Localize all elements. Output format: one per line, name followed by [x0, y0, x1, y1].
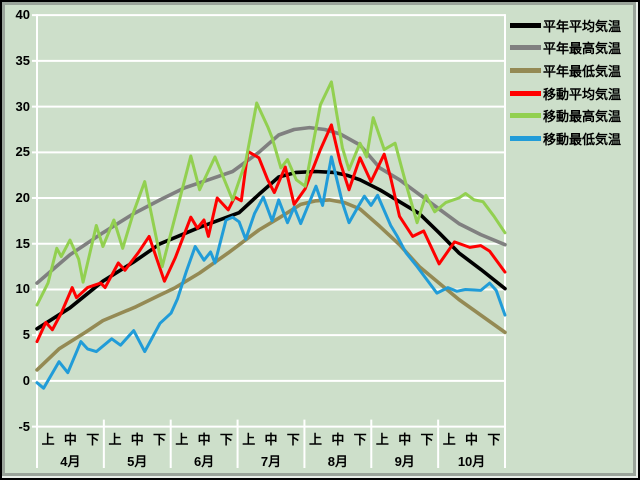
x-axis-period-label: 下 — [487, 432, 501, 447]
x-axis-period-label: 中 — [63, 432, 77, 447]
x-axis-period-label: 上 — [108, 432, 122, 447]
x-axis-month-label: 10月 — [457, 454, 486, 469]
x-axis-month-label: 4月 — [60, 454, 81, 469]
x-axis-period-label: 上 — [375, 432, 389, 447]
x-axis-month-label: 8月 — [327, 454, 348, 469]
legend-label: 移動最低気温 — [543, 131, 622, 147]
legend-item: 平年最低気温 — [510, 59, 636, 82]
legend-label: 平年最高気温 — [543, 41, 622, 57]
x-axis-period-label: 上 — [442, 432, 456, 447]
x-axis-month-label: 9月 — [394, 454, 415, 469]
x-axis-period-label: 下 — [86, 432, 100, 447]
chart-background — [5, 5, 633, 473]
x-axis-period-label: 下 — [153, 432, 167, 447]
x-axis-period-label: 中 — [331, 432, 345, 447]
legend-label: 平年最低気温 — [543, 63, 622, 79]
legend: 平年平均気温 平年最高気温 平年最低気温 移動平均気温 移動最高気温 移動最低気温 — [510, 14, 636, 150]
x-axis-period-label: 下 — [219, 432, 233, 447]
legend-line-swatch — [510, 90, 541, 96]
x-axis-period-label: 中 — [398, 432, 412, 447]
x-axis-period-label: 中 — [197, 432, 211, 447]
legend-line-swatch — [510, 67, 541, 73]
y-axis-tick-label: 40 — [15, 7, 30, 23]
legend-line-swatch — [510, 45, 541, 51]
legend-line-swatch — [510, 22, 541, 28]
legend-line-swatch — [510, 135, 541, 141]
axis-lines — [36, 14, 506, 468]
legend-item: 移動最高気温 — [510, 104, 636, 127]
x-axis-period-label: 上 — [41, 432, 55, 447]
y-axis-tick-label: 30 — [15, 98, 30, 114]
y-axis-tick-label: 35 — [15, 52, 30, 68]
legend-item: 平年平均気温 — [510, 14, 636, 37]
series-line-5 — [35, 80, 507, 307]
y-axis-tick-label: 10 — [15, 281, 30, 297]
y-axis-tick-label: -5 — [18, 418, 30, 434]
series-line-3 — [35, 198, 507, 372]
x-axis-month-label: 6月 — [194, 454, 215, 469]
legend-line-swatch — [510, 113, 541, 119]
x-axis-month-label: 5月 — [127, 454, 148, 469]
y-axis-tick-label: 5 — [22, 327, 30, 343]
y-axis-tick-label: 20 — [15, 190, 30, 206]
x-axis-period-label: 中 — [264, 432, 278, 447]
y-axis-tick-label: 25 — [15, 144, 30, 160]
series-lines — [35, 80, 507, 390]
x-axis-period-label: 下 — [286, 432, 300, 447]
legend-item: 移動平均気温 — [510, 82, 636, 105]
x-axis-period-label: 下 — [353, 432, 367, 447]
legend-item: 平年最高気温 — [510, 37, 636, 60]
gridlines — [32, 14, 505, 428]
x-axis-period-label: 上 — [242, 432, 256, 447]
legend-label: 平年平均気温 — [543, 18, 622, 34]
series-line-6 — [35, 155, 507, 390]
series-line-2 — [35, 125, 507, 285]
x-axis-period-label: 上 — [175, 432, 189, 447]
y-axis-tick-label: 15 — [15, 235, 30, 251]
legend-item: 移動最低気温 — [510, 127, 636, 150]
legend-label: 移動最高気温 — [543, 109, 622, 125]
series-line-1 — [35, 169, 507, 331]
x-axis-period-label: 下 — [420, 432, 434, 447]
x-axis-period-label: 中 — [130, 432, 144, 447]
x-axis-period-label: 中 — [465, 432, 479, 447]
x-axis-month-label: 7月 — [260, 454, 282, 469]
x-axis-period-label: 上 — [309, 432, 323, 447]
legend-label: 移動平均気温 — [543, 86, 622, 102]
y-axis-tick-label: 0 — [22, 372, 30, 388]
